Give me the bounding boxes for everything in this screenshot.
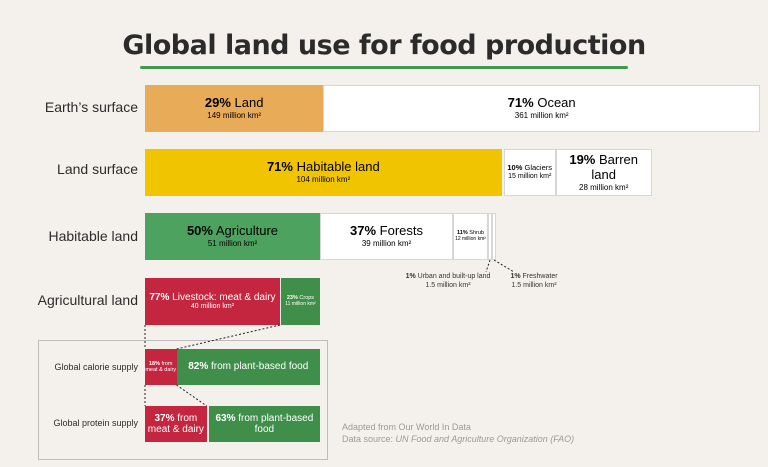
crops-area: 11 million km² — [285, 300, 316, 307]
glaciers-pct: 10% — [507, 163, 523, 173]
bar-segment-calorie-plant: 82% from plant-based food — [176, 349, 320, 385]
calorie-plant-pct: 82% — [188, 361, 209, 373]
habitable-area: 104 million km² — [296, 175, 351, 185]
shrub-area: 12 million km² — [455, 235, 486, 242]
protein-meat-pct: 37% — [154, 412, 175, 424]
land-name: Land — [234, 95, 264, 111]
connector-freshwater — [493, 259, 515, 273]
habitable-name: Habitable land — [296, 159, 380, 175]
ocean-name: Ocean — [537, 95, 576, 111]
agriculture-name: Agriculture — [215, 223, 279, 239]
land-area: 149 million km² — [207, 111, 262, 121]
protein-plant-name: from plant-based food — [238, 412, 314, 436]
title-underline — [140, 66, 628, 69]
bar-segment-calorie-meat: 18% from meat & dairy — [145, 349, 177, 385]
bar-segment-ocean: 71% Ocean 361 million km² — [323, 85, 760, 132]
urban-area: 1.5 million km² — [425, 282, 471, 290]
barren-area: 28 million km² — [579, 182, 629, 192]
bar-segment-glaciers: 10% Glaciers 15 million km² — [503, 149, 556, 196]
shrub-name: Shrub — [469, 230, 484, 237]
shrub-pct: 11% — [457, 230, 468, 237]
source-line-1: Adapted from Our World In Data — [342, 422, 471, 432]
barren-name: Barren land — [591, 151, 639, 182]
crops-pct: 23% — [286, 295, 298, 302]
row-label-earth: Earth’s surface — [44, 99, 138, 115]
protein-meat-name: from meat & dairy — [147, 412, 204, 436]
agriculture-area: 51 million km² — [207, 239, 258, 249]
agriculture-pct: 50% — [186, 223, 213, 239]
forests-area: 39 million km² — [361, 239, 412, 249]
row-label-calorie: Global calorie supply — [54, 362, 138, 372]
calorie-meat-pct: 18% — [148, 360, 160, 367]
source-line-2: Data source: UN Food and Agriculture Org… — [342, 433, 574, 445]
calorie-plant-name: from plant-based food — [211, 361, 309, 373]
bar-segment-urban — [488, 213, 492, 260]
bar-segment-agriculture: 50% Agriculture 51 million km² — [145, 213, 320, 260]
ocean-pct: 71% — [507, 95, 534, 111]
bar-segment-land: 29% Land 149 million km² — [145, 85, 324, 132]
source-prefix: Data source: — [342, 434, 396, 444]
urban-name: Urban and built-up land — [417, 273, 491, 280]
connector-urban — [485, 259, 491, 273]
freshwater-note: 1% Freshwater 1.5 million km² — [502, 272, 566, 290]
row-label-protein: Global protein supply — [53, 418, 138, 428]
bar-segment-shrub: 11% Shrub 12 million km² — [453, 213, 488, 260]
urban-note: 1% Urban and built-up land 1.5 million k… — [398, 272, 498, 290]
livestock-name: Livestock: meat & dairy — [172, 291, 276, 303]
habitable-pct: 71% — [266, 159, 293, 175]
row-label-habitable: Habitable land — [48, 228, 138, 244]
crops-name: Crops — [299, 295, 315, 302]
forests-pct: 37% — [350, 223, 377, 239]
bar-segment-crops: 23% Crops 11 million km² — [280, 278, 320, 325]
bar-segment-freshwater — [492, 213, 496, 260]
livestock-area: 40 million km² — [190, 303, 235, 311]
page-title: Global land use for food production — [122, 30, 646, 61]
bar-segment-protein-meat: 37% from meat & dairy — [145, 406, 207, 442]
urban-pct: 1% — [405, 273, 416, 280]
barren-pct: 19% — [569, 151, 596, 167]
glaciers-area: 15 million km² — [508, 172, 552, 180]
bar-segment-livestock: 77% Livestock: meat & dairy 40 million k… — [145, 278, 280, 325]
protein-plant-pct: 63% — [215, 412, 236, 424]
forests-name: Forests — [379, 223, 423, 239]
freshwater-area: 1.5 million km² — [511, 282, 557, 290]
ocean-area: 361 million km² — [514, 111, 569, 121]
bar-segment-protein-plant: 63% from plant-based food — [208, 406, 320, 442]
glaciers-name: Glaciers — [524, 163, 552, 173]
bar-segment-forests: 37% Forests 39 million km² — [320, 213, 453, 260]
bar-segment-barren-land: 19% Barren land 28 million km² — [555, 149, 652, 196]
land-pct: 29% — [204, 95, 231, 111]
freshwater-pct: 1% — [510, 273, 521, 280]
bar-segment-habitable-land: 71% Habitable land 104 million km² — [145, 149, 502, 196]
row-label-land: Land surface — [57, 161, 138, 177]
calorie-meat-name: from meat & dairy — [145, 360, 177, 373]
row-label-agricultural: Agricultural land — [37, 292, 138, 308]
freshwater-name: Freshwater — [522, 273, 558, 280]
livestock-pct: 77% — [149, 291, 170, 303]
source-org: UN Food and Agriculture Organization (FA… — [395, 434, 575, 444]
